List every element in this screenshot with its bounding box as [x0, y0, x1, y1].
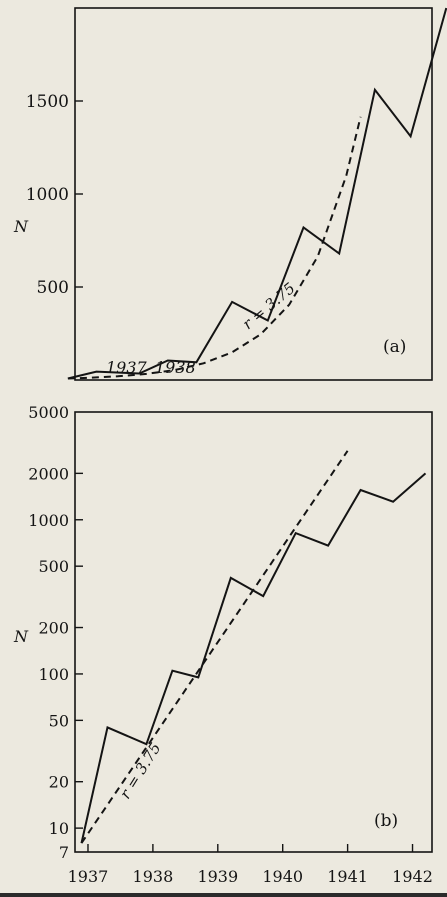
x-tick-label-b: 1939 — [197, 867, 238, 886]
y-tick-label-b: 50 — [49, 711, 69, 730]
panel-label-b: (b) — [374, 811, 398, 831]
y-tick-label-b: 100 — [38, 665, 69, 684]
x-tick-label-b: 1942 — [392, 867, 433, 886]
x-tick-label-b: 1941 — [327, 867, 368, 886]
y-tick-label-b: 10 — [49, 819, 69, 838]
y-tick-label-a: 1000 — [26, 185, 69, 205]
y-tick-label-b: 20 — [49, 773, 69, 792]
y-tick-label-b: 1000 — [28, 511, 69, 530]
y-tick-label-b: 200 — [38, 619, 69, 638]
y-tick-label-b: 5000 — [28, 403, 69, 422]
observed-series-line-b — [80, 472, 427, 844]
y-tick-label-a: 500 — [37, 278, 69, 298]
x-tick-label-b: 1937 — [68, 867, 109, 886]
exponential-fit-line-a — [67, 116, 362, 380]
y-tick-label-b: 7 — [59, 843, 69, 862]
y-tick-label-b: 500 — [38, 557, 69, 576]
x-tick-label-b: 1938 — [133, 867, 174, 886]
y-tick-label-b: 2000 — [28, 464, 69, 483]
x-tick-label-b: 1940 — [262, 867, 303, 886]
plot-frame-b — [74, 411, 433, 853]
observed-series-line-a — [67, 7, 447, 380]
y-axis-label-b: N — [13, 627, 29, 646]
panel-label-a: (a) — [383, 337, 406, 357]
y-axis-label-a: N — [13, 217, 29, 236]
y-tick-label-a: 1500 — [26, 92, 69, 112]
